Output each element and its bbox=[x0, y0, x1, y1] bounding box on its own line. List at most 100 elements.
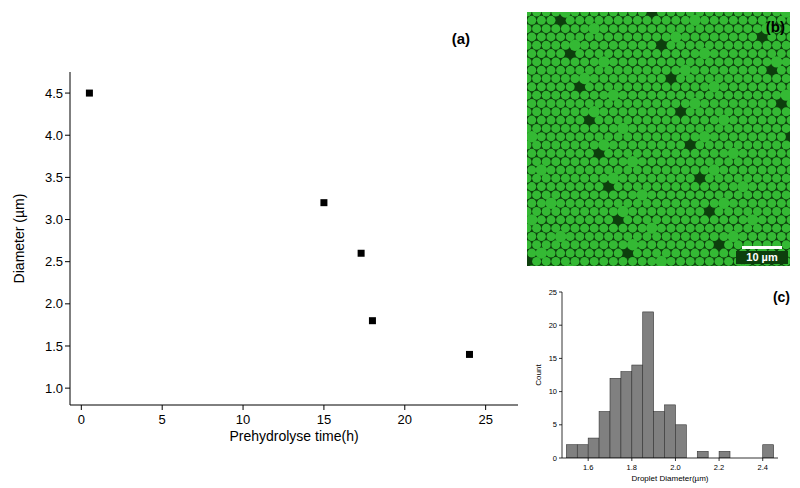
droplet bbox=[633, 265, 642, 266]
droplet bbox=[571, 224, 580, 233]
droplet bbox=[623, 165, 632, 174]
y-axis-line bbox=[562, 292, 563, 458]
scale-bar-label: 10 µm bbox=[746, 251, 778, 263]
droplet bbox=[662, 232, 671, 241]
droplet bbox=[595, 182, 604, 191]
droplet bbox=[777, 199, 786, 208]
droplet bbox=[566, 82, 575, 91]
droplet bbox=[748, 32, 757, 41]
y-tick-label: 15 bbox=[549, 354, 557, 363]
droplet bbox=[628, 124, 637, 133]
droplet bbox=[571, 124, 580, 133]
droplet bbox=[763, 91, 772, 100]
droplet bbox=[686, 74, 695, 83]
droplet bbox=[753, 157, 762, 166]
droplet bbox=[561, 190, 570, 199]
droplet bbox=[580, 124, 589, 133]
panel-label: (b) bbox=[766, 18, 785, 35]
x-axis-title: Prehydrolyse time(h) bbox=[229, 428, 358, 444]
droplet bbox=[542, 91, 551, 100]
droplet bbox=[767, 165, 776, 174]
droplet bbox=[657, 124, 666, 133]
droplet bbox=[724, 174, 733, 183]
droplet bbox=[686, 207, 695, 216]
droplet bbox=[734, 207, 743, 216]
droplet bbox=[547, 16, 556, 25]
droplet bbox=[556, 32, 565, 41]
droplet bbox=[676, 224, 685, 233]
droplet bbox=[628, 24, 637, 33]
droplet bbox=[537, 199, 546, 208]
droplet bbox=[614, 265, 623, 266]
droplet bbox=[595, 232, 604, 241]
droplet bbox=[647, 91, 656, 100]
droplet bbox=[691, 32, 700, 41]
droplet bbox=[758, 116, 767, 125]
droplet bbox=[700, 66, 709, 75]
droplet bbox=[734, 107, 743, 116]
histogram-bar bbox=[621, 372, 632, 458]
histogram-bar bbox=[599, 412, 610, 458]
droplet bbox=[719, 149, 728, 158]
droplet bbox=[700, 32, 709, 41]
scatter-point bbox=[358, 250, 365, 257]
droplet bbox=[575, 49, 584, 58]
droplet bbox=[715, 207, 724, 216]
x-tick bbox=[162, 405, 163, 410]
droplet bbox=[657, 91, 666, 100]
droplet bbox=[676, 240, 685, 249]
droplet bbox=[758, 132, 767, 141]
droplet bbox=[647, 190, 656, 199]
droplet bbox=[527, 182, 536, 191]
droplet bbox=[561, 57, 570, 66]
droplet bbox=[542, 74, 551, 83]
histogram-bar bbox=[577, 445, 588, 458]
droplet bbox=[767, 215, 776, 224]
droplet bbox=[571, 157, 580, 166]
droplet bbox=[715, 257, 724, 266]
x-tick-label: 2.0 bbox=[670, 463, 680, 472]
droplet bbox=[590, 240, 599, 249]
droplet bbox=[619, 91, 628, 100]
droplet bbox=[724, 257, 733, 266]
droplet bbox=[719, 66, 728, 75]
droplet bbox=[681, 265, 690, 266]
droplet bbox=[691, 116, 700, 125]
droplet bbox=[599, 91, 608, 100]
scatter-point bbox=[466, 351, 473, 358]
droplet bbox=[763, 190, 772, 199]
droplet bbox=[748, 149, 757, 158]
droplet bbox=[609, 257, 618, 266]
droplet bbox=[585, 182, 594, 191]
droplet bbox=[782, 224, 790, 233]
droplet bbox=[671, 232, 680, 241]
droplet bbox=[575, 232, 584, 241]
y-tick-label: 4.5 bbox=[45, 86, 63, 101]
droplet bbox=[739, 49, 748, 58]
droplet bbox=[537, 99, 546, 108]
droplet bbox=[781, 89, 791, 100]
droplet bbox=[575, 116, 584, 125]
droplet bbox=[527, 16, 536, 25]
droplet bbox=[724, 41, 733, 50]
droplet bbox=[748, 82, 757, 91]
droplet bbox=[571, 24, 580, 33]
droplet bbox=[767, 82, 776, 91]
droplet bbox=[585, 82, 594, 91]
droplet bbox=[532, 224, 541, 233]
droplet bbox=[782, 240, 790, 249]
droplet bbox=[763, 74, 772, 83]
droplet bbox=[758, 66, 767, 75]
histogram-bar bbox=[697, 451, 708, 458]
droplet bbox=[676, 41, 685, 50]
droplet bbox=[729, 16, 738, 25]
droplet bbox=[729, 116, 738, 125]
droplet bbox=[729, 165, 738, 174]
scatter-point bbox=[86, 90, 93, 97]
droplet bbox=[571, 12, 580, 17]
droplet bbox=[734, 74, 743, 83]
droplet bbox=[667, 141, 676, 150]
y-tick bbox=[559, 325, 562, 326]
droplet bbox=[710, 49, 719, 58]
droplet bbox=[662, 265, 671, 266]
